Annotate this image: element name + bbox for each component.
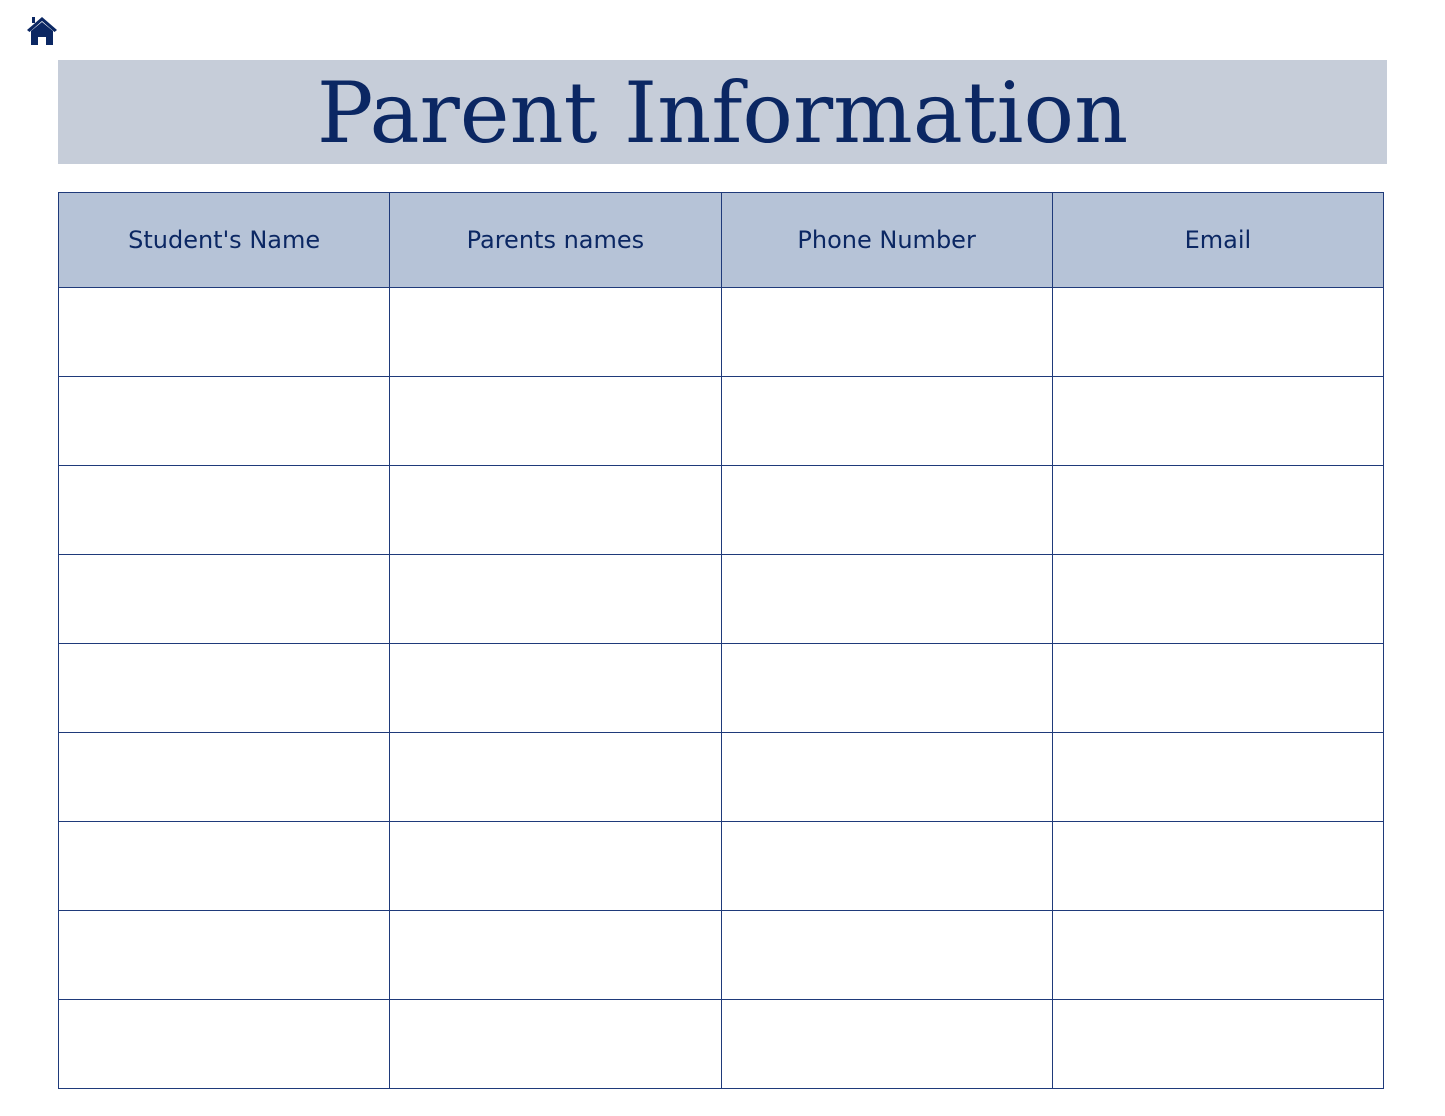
cell-email[interactable] [1051, 999, 1385, 1089]
cell-students-name[interactable] [57, 465, 391, 555]
cell-email[interactable] [1051, 554, 1385, 644]
cell-students-name[interactable] [57, 910, 391, 1000]
cell-parents-names[interactable] [389, 732, 722, 822]
cell-parents-names[interactable] [389, 376, 722, 466]
cell-parents-names[interactable] [389, 821, 722, 911]
table-row [57, 554, 1385, 644]
header-email: Email [1051, 192, 1385, 288]
cell-email[interactable] [1051, 910, 1385, 1000]
header-phone-number: Phone Number [720, 192, 1053, 288]
cell-email[interactable] [1051, 465, 1385, 555]
cell-phone-number[interactable] [720, 465, 1053, 555]
cell-parents-names[interactable] [389, 910, 722, 1000]
parent-info-table: Student's Name Parents names Phone Numbe… [57, 192, 1385, 1089]
cell-email[interactable] [1051, 287, 1385, 377]
cell-phone-number[interactable] [720, 910, 1053, 1000]
cell-phone-number[interactable] [720, 554, 1053, 644]
cell-phone-number[interactable] [720, 999, 1053, 1089]
cell-email[interactable] [1051, 376, 1385, 466]
header-parents-names: Parents names [389, 192, 722, 288]
cell-students-name[interactable] [57, 376, 391, 466]
cell-email[interactable] [1051, 821, 1385, 911]
cell-students-name[interactable] [57, 732, 391, 822]
cell-parents-names[interactable] [389, 643, 722, 733]
cell-students-name[interactable] [57, 287, 391, 377]
cell-phone-number[interactable] [720, 643, 1053, 733]
cell-students-name[interactable] [57, 643, 391, 733]
page-title: Parent Information [316, 64, 1129, 162]
cell-students-name[interactable] [57, 821, 391, 911]
cell-phone-number[interactable] [720, 287, 1053, 377]
table-row [57, 732, 1385, 822]
cell-students-name[interactable] [57, 554, 391, 644]
table-row [57, 821, 1385, 911]
cell-students-name[interactable] [57, 999, 391, 1089]
cell-email[interactable] [1051, 643, 1385, 733]
cell-phone-number[interactable] [720, 732, 1053, 822]
cell-parents-names[interactable] [389, 554, 722, 644]
table-row [57, 287, 1385, 377]
cell-email[interactable] [1051, 732, 1385, 822]
cell-phone-number[interactable] [720, 821, 1053, 911]
cell-phone-number[interactable] [720, 376, 1053, 466]
table-row [57, 999, 1385, 1089]
header-row: Student's Name Parents names Phone Numbe… [57, 192, 1385, 288]
table-row [57, 910, 1385, 1000]
cell-parents-names[interactable] [389, 287, 722, 377]
table-row [57, 376, 1385, 466]
home-icon[interactable] [26, 14, 58, 46]
title-band: Parent Information [58, 60, 1387, 164]
header-students-name: Student's Name [57, 192, 391, 288]
cell-parents-names[interactable] [389, 465, 722, 555]
table-row [57, 643, 1385, 733]
cell-parents-names[interactable] [389, 999, 722, 1089]
table-row [57, 465, 1385, 555]
